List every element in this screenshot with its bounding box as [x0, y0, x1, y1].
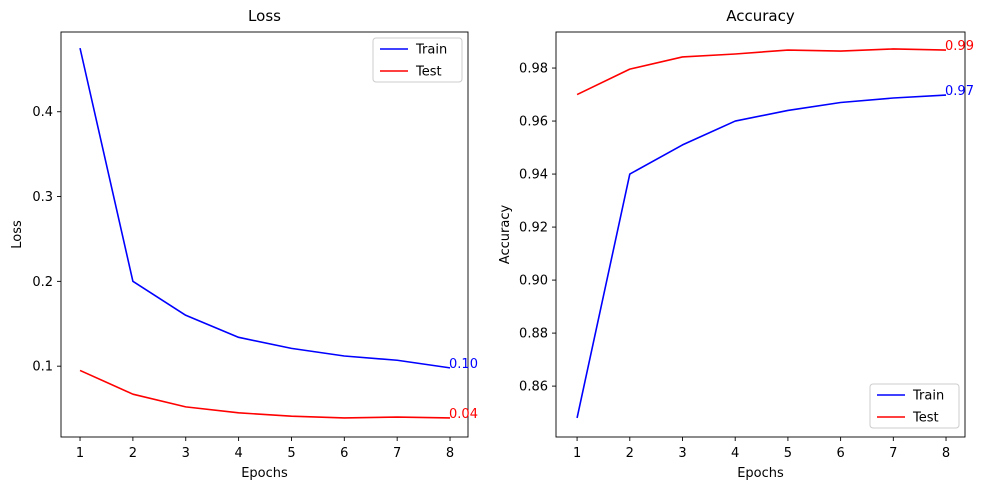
accuracy-annotation-test: 0.99 [945, 39, 974, 54]
accuracy-annotation-train: 0.97 [945, 84, 974, 99]
loss-y-tick-label: 0.3 [32, 190, 53, 205]
loss-y-tick-label: 0.1 [32, 360, 53, 375]
accuracy-axes-frame [555, 31, 966, 438]
accuracy-x-tick-label: 7 [889, 446, 897, 461]
accuracy-x-tick-label: 8 [942, 446, 950, 461]
loss-x-tick-label: 8 [446, 446, 454, 461]
accuracy-x-tick-label: 4 [731, 446, 739, 461]
accuracy-legend-label-train: Train [912, 389, 944, 404]
loss-x-axis-label: Epochs [241, 466, 288, 481]
loss-y-tick-label: 0.2 [32, 275, 53, 290]
loss-x-tick-label: 4 [234, 446, 242, 461]
accuracy-x-tick-label: 5 [784, 446, 792, 461]
loss-x-tick-label: 1 [76, 446, 84, 461]
loss-y-axis-label: Loss [10, 220, 25, 249]
accuracy-y-tick-label: 0.86 [519, 380, 548, 395]
accuracy-legend-label-test: Test [912, 411, 939, 426]
accuracy-x-tick-label: 6 [836, 446, 844, 461]
accuracy-x-tick-label: 3 [678, 446, 686, 461]
loss-legend-label-test: Test [415, 65, 442, 80]
accuracy-y-tick-label: 0.92 [519, 221, 548, 236]
loss-x-tick-label: 7 [393, 446, 401, 461]
loss-chart-title: Loss [248, 7, 281, 25]
accuracy-y-tick-label: 0.98 [519, 62, 548, 77]
loss-chart: Loss 1 2 3 4 5 6 7 8 0.1 0.2 0.3 0.4 Epochs Loss 0.10 0.… [10, 7, 478, 481]
accuracy-series-test-line [576, 48, 947, 96]
loss-series-test-line [79, 369, 451, 419]
accuracy-legend: Train Test [869, 383, 960, 429]
accuracy-y-tick-label: 0.88 [519, 327, 548, 342]
accuracy-x-tick-label: 1 [573, 446, 581, 461]
loss-x-tick-label: 6 [340, 446, 348, 461]
accuracy-y-tick-label: 0.94 [519, 168, 548, 183]
loss-x-tick-label: 3 [182, 446, 190, 461]
accuracy-chart: Accuracy 1 2 3 4 5 6 7 8 0.86 0.88 0.90 0.92 0.94 0.96… [498, 7, 974, 481]
loss-axes-frame [60, 31, 469, 438]
loss-x-tick-label: 5 [287, 446, 295, 461]
accuracy-chart-title: Accuracy [726, 7, 795, 25]
loss-x-tick-label: 2 [129, 446, 137, 461]
loss-legend: Train Test [372, 37, 463, 83]
loss-y-tick-label: 0.4 [32, 105, 53, 120]
accuracy-y-tick-label: 0.90 [519, 274, 548, 289]
loss-annotation-test: 0.04 [449, 407, 478, 422]
accuracy-x-tick-label: 2 [626, 446, 634, 461]
loss-annotation-train: 0.10 [449, 357, 478, 372]
loss-legend-label-train: Train [415, 43, 447, 58]
loss-series-train-line [79, 47, 451, 369]
accuracy-x-axis-label: Epochs [737, 466, 784, 481]
accuracy-y-axis-label: Accuracy [498, 205, 513, 265]
accuracy-series-train-line [576, 94, 947, 419]
accuracy-y-tick-label: 0.96 [519, 115, 548, 130]
